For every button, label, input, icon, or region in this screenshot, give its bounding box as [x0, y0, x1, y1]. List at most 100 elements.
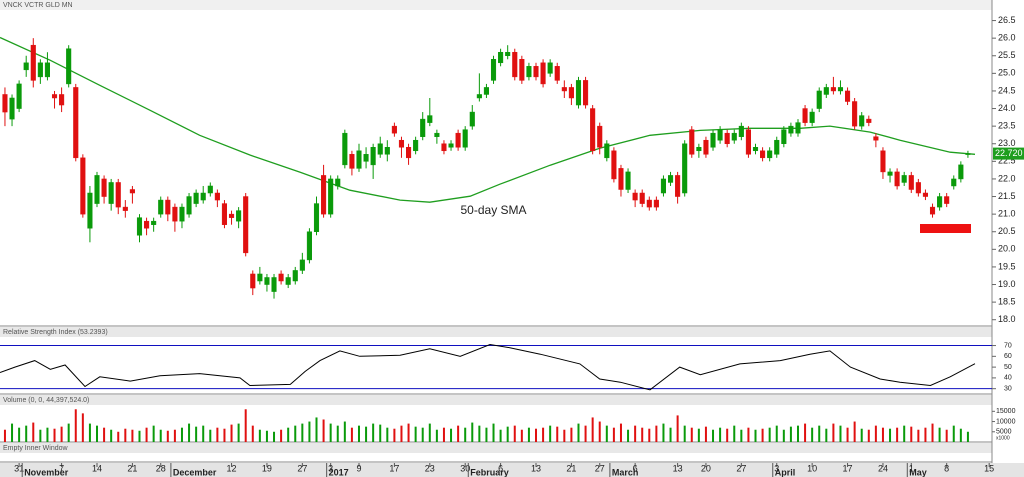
- candle-body: [625, 171, 631, 190]
- candle-body: [420, 118, 426, 137]
- volume-bar: [485, 427, 488, 442]
- candle-body: [377, 143, 383, 155]
- candle-body: [795, 122, 801, 134]
- x-tick-label: 3: [774, 463, 779, 473]
- candle-body: [526, 66, 532, 78]
- y-tick-label: 24.0: [998, 103, 1016, 113]
- candle-body: [575, 80, 582, 106]
- volume-bar: [32, 422, 35, 442]
- candle-body: [915, 182, 921, 194]
- candle-body: [158, 199, 164, 215]
- x-tick-label: 10: [807, 463, 817, 473]
- candle-body: [696, 147, 702, 152]
- volume-bar: [527, 427, 530, 442]
- candle-body: [271, 277, 277, 292]
- volume-bar: [598, 421, 601, 442]
- candle-body: [321, 175, 327, 215]
- candle-body: [193, 192, 199, 204]
- volume-bar: [931, 423, 934, 442]
- candle-body: [731, 132, 737, 141]
- x-tick-label: 8: [944, 463, 949, 473]
- volume-bar: [166, 430, 169, 442]
- volume-bar: [782, 429, 785, 442]
- volume-bar: [818, 425, 821, 442]
- volume-bar: [124, 428, 127, 442]
- volume-bar: [67, 423, 70, 442]
- x-tick-label: 3: [328, 463, 333, 473]
- month-label: February: [470, 467, 509, 477]
- y-tick-label: 18.5: [998, 296, 1016, 306]
- x-tick-label: 20: [701, 463, 711, 473]
- y-tick-label: 21.5: [998, 191, 1016, 201]
- candle-body: [816, 90, 822, 109]
- sma-label: 50-day SMA: [461, 203, 527, 217]
- x-tick-label: 6: [633, 463, 638, 473]
- volume-bar: [662, 423, 665, 442]
- y-tick-label: 25.0: [998, 68, 1016, 78]
- volume-bar: [188, 423, 191, 442]
- volume-bar: [159, 429, 162, 442]
- candle-body: [618, 168, 624, 190]
- volume-bar: [712, 429, 715, 442]
- candle-body: [724, 132, 730, 144]
- candle-body: [101, 178, 107, 197]
- candle-body: [498, 51, 504, 64]
- x-tick-label: 27: [297, 463, 307, 473]
- volume-bar: [11, 423, 14, 442]
- candle-body: [845, 90, 851, 102]
- candle-body: [689, 129, 695, 155]
- candle-body: [434, 132, 440, 137]
- volume-bar: [450, 428, 453, 442]
- volume-bar: [542, 427, 545, 442]
- volume-bar: [117, 431, 120, 442]
- volume-bar: [747, 427, 750, 442]
- empty-header: [0, 443, 992, 453]
- volume-bar: [180, 427, 183, 442]
- volume-bar: [945, 429, 948, 442]
- candle-body: [129, 189, 135, 194]
- x-tick-label: 21: [127, 463, 137, 473]
- volume-bar: [202, 425, 205, 442]
- volume-bar: [18, 427, 21, 442]
- volume-bar: [81, 413, 84, 442]
- volume-bar: [343, 421, 346, 442]
- volume-bar: [704, 426, 707, 442]
- x-tick-label: 27: [595, 463, 605, 473]
- volume-bar: [223, 428, 226, 442]
- candle-body: [944, 196, 950, 204]
- candle-body: [710, 132, 716, 148]
- volume-bar: [294, 425, 297, 442]
- candle-body: [370, 147, 376, 166]
- volume-bar: [789, 426, 792, 442]
- volume-bar: [535, 428, 538, 442]
- volume-bar: [889, 428, 892, 442]
- candle-body: [328, 178, 334, 215]
- candle-body: [519, 59, 525, 81]
- candle-body: [745, 129, 751, 155]
- volume-bar: [966, 431, 969, 442]
- x-tick-label: 7: [59, 463, 64, 473]
- volume-bar: [690, 427, 693, 442]
- rsi-tick-label: 60: [1004, 353, 1012, 360]
- volume-bar: [676, 415, 679, 442]
- candle-body: [391, 125, 397, 134]
- volume-bar: [478, 425, 481, 442]
- volume-bar: [96, 425, 99, 442]
- volume-bar: [768, 427, 771, 442]
- candle-body: [958, 164, 964, 180]
- volume-bar: [60, 426, 63, 442]
- candle-body: [427, 115, 433, 123]
- volume-bar: [641, 427, 644, 442]
- candle-body: [809, 111, 815, 123]
- volume-bar: [938, 427, 941, 442]
- candle-body: [738, 125, 744, 137]
- volume-bar: [556, 426, 559, 442]
- candle-body: [349, 154, 355, 169]
- candle-body: [406, 147, 412, 159]
- price-header: [0, 0, 992, 10]
- date-axis: [0, 463, 1024, 477]
- candle-body: [476, 94, 482, 99]
- candle-body: [87, 192, 93, 229]
- candle-body: [144, 220, 150, 229]
- volume-bar: [853, 421, 856, 442]
